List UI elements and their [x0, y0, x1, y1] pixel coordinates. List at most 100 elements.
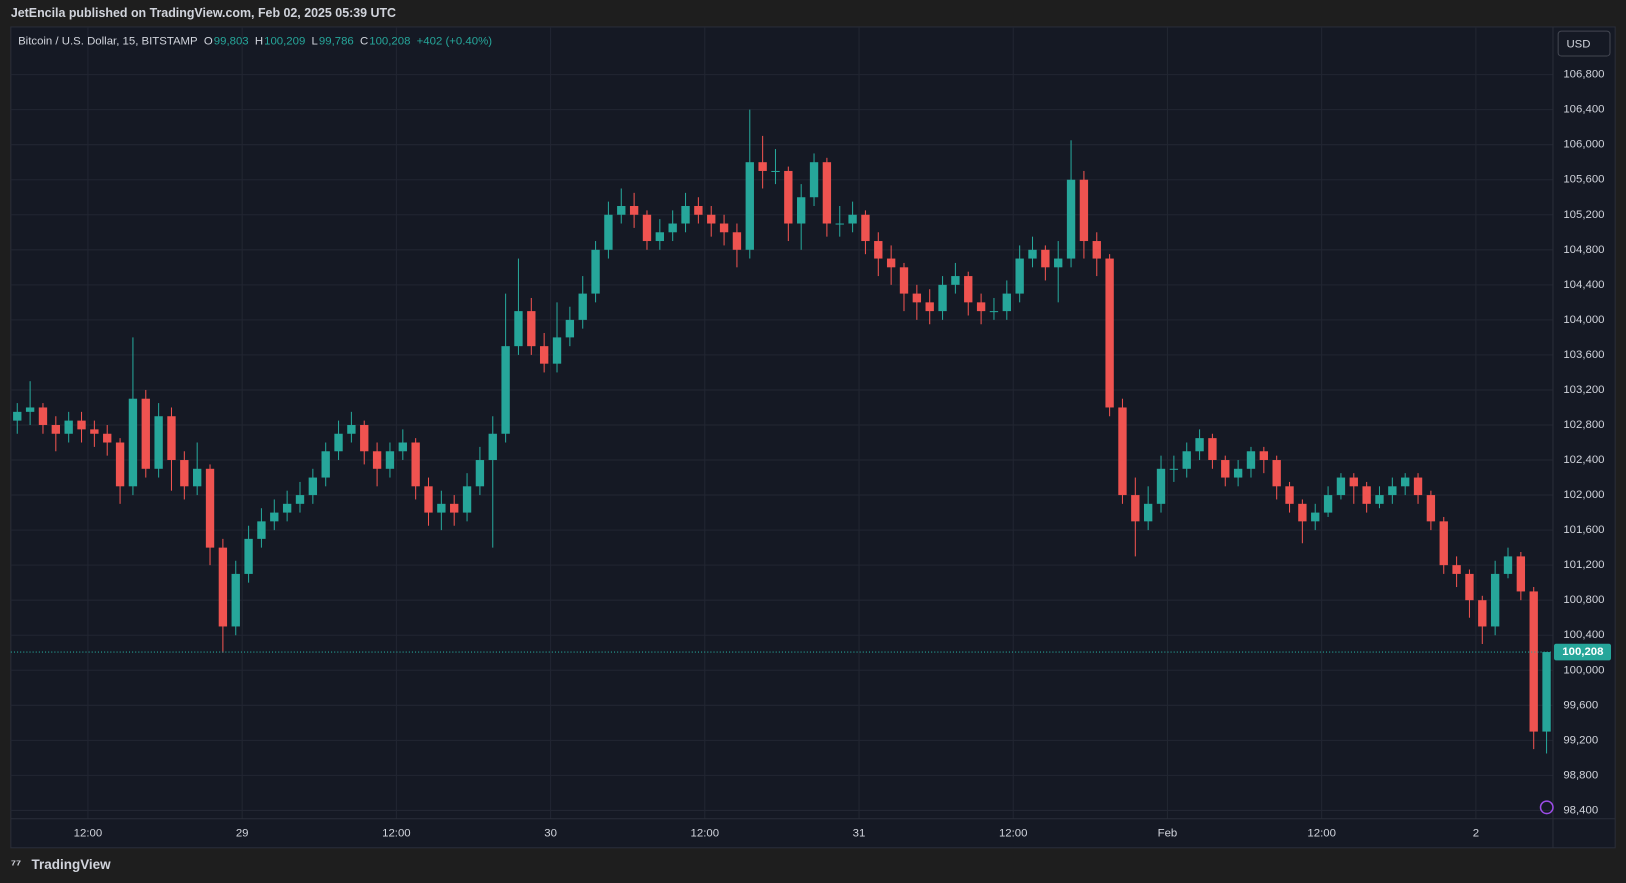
y-tick-label: 104,000	[1563, 314, 1604, 326]
candle-body	[51, 424, 60, 434]
tool-icon[interactable]	[1539, 800, 1554, 815]
candle-body	[874, 241, 883, 259]
candle-body	[758, 162, 767, 171]
candle-body	[655, 232, 664, 242]
candle-body	[231, 573, 240, 627]
y-tick-label: 103,200	[1563, 384, 1604, 396]
publisher: JetEncila published on TradingView.com, …	[11, 6, 396, 20]
legend-item: 99,786	[319, 35, 354, 47]
candle-body	[1092, 241, 1101, 259]
candle-body	[1503, 556, 1513, 574]
last-price-tag	[1554, 643, 1612, 661]
candle-body	[989, 311, 999, 313]
y-tick-label: 101,600	[1563, 524, 1604, 536]
candle-body	[1002, 293, 1011, 312]
candle-body	[1542, 652, 1551, 732]
candle-body	[1079, 179, 1089, 242]
candle-body	[1182, 451, 1191, 469]
legend-item: O	[204, 35, 213, 47]
candle-body	[90, 429, 99, 434]
candle-body	[295, 495, 305, 504]
candle-body	[218, 547, 228, 627]
candle-body	[899, 267, 909, 294]
candle-body	[77, 420, 86, 430]
candle-body	[1298, 503, 1307, 522]
candle-body	[154, 416, 163, 469]
candle-body	[475, 460, 485, 487]
candle-body	[552, 337, 562, 364]
candle-body	[270, 512, 279, 522]
y-tick-label: 102,400	[1563, 454, 1604, 466]
y-tick-label: 106,400	[1563, 104, 1604, 116]
candle-body	[642, 214, 652, 242]
candle-body	[1490, 573, 1500, 627]
candle-body	[694, 205, 703, 215]
candle-body	[617, 205, 626, 215]
candle-body	[1272, 460, 1281, 487]
candle-body	[1259, 451, 1269, 461]
candle-body	[244, 538, 253, 574]
currency-button[interactable]	[1557, 30, 1611, 57]
candle-body	[1041, 249, 1050, 268]
x-tick-label: 31	[853, 827, 866, 839]
grid	[10, 26, 1553, 819]
legend-item: C	[360, 35, 368, 47]
candle-body	[13, 411, 22, 421]
y-tick-label: 104,800	[1563, 244, 1604, 256]
footer-brand: TradingView	[32, 857, 112, 872]
candle-body	[629, 205, 639, 215]
candle-body	[488, 433, 497, 461]
candle-body	[719, 223, 729, 233]
candle-body	[321, 451, 330, 478]
candle-body	[38, 407, 48, 425]
logo: ⁷⁷	[11, 858, 21, 872]
y-tick-label: 102,000	[1563, 489, 1604, 501]
candle-body	[141, 398, 150, 469]
candle-body	[347, 424, 356, 434]
legend: Bitcoin / U.S. Dollar, 15, BITSTAMP O99,8…	[18, 35, 492, 47]
candle-body	[1285, 486, 1294, 504]
candle-body	[848, 214, 857, 224]
candle-body	[334, 433, 343, 452]
y-tick-label: 101,200	[1563, 559, 1604, 571]
candle-body	[861, 214, 870, 242]
candle-body	[591, 249, 600, 294]
candles	[10, 109, 1553, 754]
candle-body	[128, 398, 138, 487]
candle-body	[1208, 438, 1217, 461]
y-tick-label: 99,600	[1563, 699, 1598, 711]
candle-body	[1413, 477, 1423, 496]
y-tick-label: 105,600	[1563, 174, 1604, 186]
candle-body	[565, 319, 575, 338]
candle-body	[103, 433, 112, 443]
candle-body	[1311, 512, 1320, 522]
candle-body	[1426, 495, 1436, 522]
candle-body	[951, 276, 960, 285]
legend-item: +402 (+0.40%)	[417, 35, 493, 47]
candle-body	[1054, 258, 1063, 268]
candle-body	[681, 205, 690, 224]
candle-body	[912, 293, 922, 303]
candle-body	[1529, 591, 1538, 732]
candle-body	[1156, 468, 1166, 504]
x-tick-label: 12:00	[382, 827, 411, 839]
candle-body	[1105, 258, 1114, 408]
x-tick-label: 12:00	[74, 827, 103, 839]
currency[interactable]: USD	[1566, 39, 1590, 51]
x-tick-label: 29	[236, 827, 249, 839]
candle-body	[64, 420, 73, 434]
candle-body	[1336, 477, 1346, 496]
x-tick-label: 12:00	[999, 827, 1028, 839]
candle-body	[1401, 477, 1410, 487]
legend-item: Bitcoin / U.S. Dollar, 15, BITSTAMP	[18, 35, 198, 47]
candle-body	[1233, 468, 1243, 478]
candle-body	[398, 442, 407, 452]
y-tick-label: 105,200	[1563, 209, 1604, 221]
last-price-label: 100,208	[1562, 646, 1603, 658]
candle-body	[257, 521, 266, 539]
y-tick-label: 98,800	[1563, 769, 1598, 781]
candle-body	[886, 258, 896, 268]
candle-body	[1465, 573, 1474, 601]
